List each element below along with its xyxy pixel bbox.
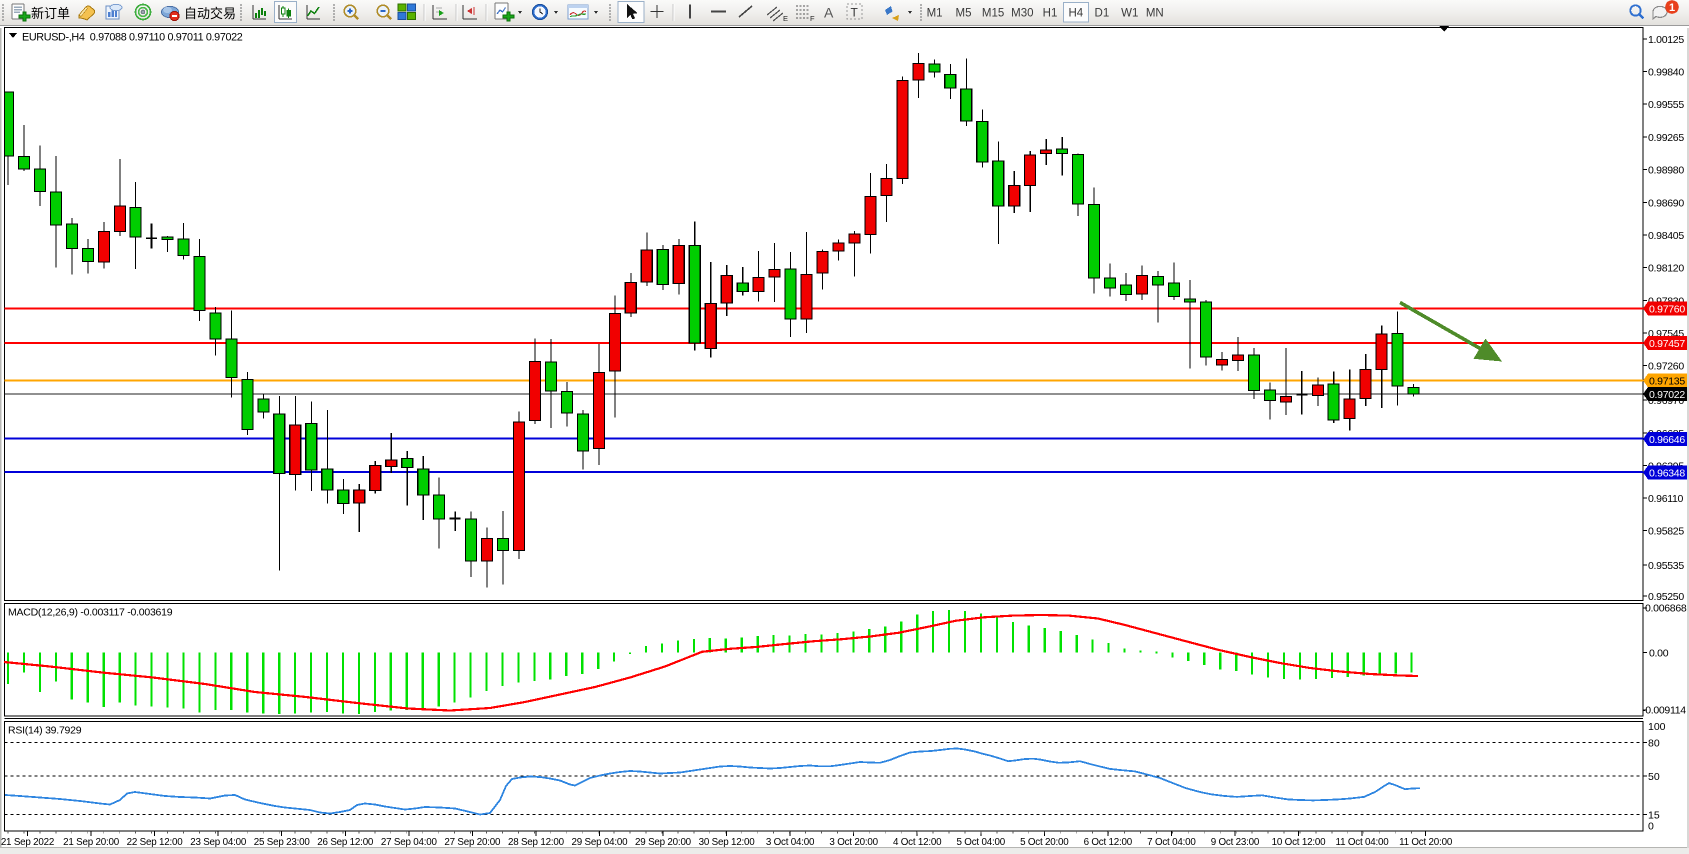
svg-text:E: E xyxy=(783,14,788,23)
svg-text:M30: M30 xyxy=(1011,8,1033,20)
svg-text:0.97022: 0.97022 xyxy=(1649,389,1685,401)
svg-text:MN: MN xyxy=(1146,8,1164,20)
svg-text:0.98120: 0.98120 xyxy=(1648,262,1684,274)
svg-text:21 Sep 20:00: 21 Sep 20:00 xyxy=(63,837,120,848)
svg-text:0.95535: 0.95535 xyxy=(1648,560,1684,572)
svg-text:0.98405: 0.98405 xyxy=(1648,230,1684,242)
svg-text:30 Sep 12:00: 30 Sep 12:00 xyxy=(699,837,756,848)
svg-text:5 Oct 04:00: 5 Oct 04:00 xyxy=(957,837,1006,848)
svg-text:0.98690: 0.98690 xyxy=(1648,197,1684,209)
svg-text:23 Sep 04:00: 23 Sep 04:00 xyxy=(190,837,247,848)
svg-text:4 Oct 12:00: 4 Oct 12:00 xyxy=(893,837,942,848)
svg-text:0.96348: 0.96348 xyxy=(1649,467,1685,479)
svg-text:M1: M1 xyxy=(927,8,943,20)
svg-text:5 Oct 20:00: 5 Oct 20:00 xyxy=(1020,837,1069,848)
svg-text:27 Sep 20:00: 27 Sep 20:00 xyxy=(444,837,501,848)
svg-text:10 Oct 12:00: 10 Oct 12:00 xyxy=(1272,837,1326,848)
svg-text:11 Oct 20:00: 11 Oct 20:00 xyxy=(1399,837,1453,848)
svg-text:21 Sep 2022: 21 Sep 2022 xyxy=(1,837,54,848)
svg-text:D1: D1 xyxy=(1095,8,1110,20)
svg-text:T: T xyxy=(851,6,859,20)
svg-text:0.98980: 0.98980 xyxy=(1648,164,1684,176)
svg-text:-0.009114: -0.009114 xyxy=(1642,705,1686,717)
svg-text:15: 15 xyxy=(1648,809,1660,821)
svg-text:3 Oct 04:00: 3 Oct 04:00 xyxy=(766,837,815,848)
svg-text:0.97135: 0.97135 xyxy=(1649,375,1685,387)
svg-text:0.95250: 0.95250 xyxy=(1648,591,1684,603)
svg-text:0: 0 xyxy=(1648,820,1654,832)
svg-text:27 Sep 04:00: 27 Sep 04:00 xyxy=(381,837,438,848)
svg-text:EURUSD-,H4 0.97088 0.97110 0.: EURUSD-,H4 0.97088 0.97110 0.97011 0.970… xyxy=(22,32,243,44)
svg-text:0.97260: 0.97260 xyxy=(1648,360,1684,372)
svg-text:0.99840: 0.99840 xyxy=(1648,66,1684,78)
svg-text:1.00125: 1.00125 xyxy=(1648,34,1684,46)
svg-text:0.99265: 0.99265 xyxy=(1648,132,1684,144)
svg-text:H1: H1 xyxy=(1043,8,1058,20)
svg-text:A: A xyxy=(824,5,834,21)
svg-text:26 Sep 12:00: 26 Sep 12:00 xyxy=(317,837,374,848)
svg-text:80: 80 xyxy=(1648,737,1660,749)
svg-text:28 Sep 12:00: 28 Sep 12:00 xyxy=(508,837,565,848)
svg-text:RSI(14) 39.7929: RSI(14) 39.7929 xyxy=(8,725,82,737)
svg-text:29 Sep 20:00: 29 Sep 20:00 xyxy=(635,837,692,848)
svg-text:11 Oct 04:00: 11 Oct 04:00 xyxy=(1336,837,1390,848)
svg-text:MACD(12,26,9) -0.003117 -0.003: MACD(12,26,9) -0.003117 -0.003619 xyxy=(8,607,173,619)
svg-text:100: 100 xyxy=(1648,721,1666,733)
svg-text:H4: H4 xyxy=(1068,8,1083,20)
svg-text:0.97457: 0.97457 xyxy=(1649,338,1685,350)
svg-text:M15: M15 xyxy=(982,8,1004,20)
svg-text:25 Sep 23:00: 25 Sep 23:00 xyxy=(254,837,311,848)
svg-text:自动交易: 自动交易 xyxy=(184,6,236,21)
svg-text:29 Sep 04:00: 29 Sep 04:00 xyxy=(572,837,629,848)
svg-text:50: 50 xyxy=(1648,771,1660,783)
svg-text:0.96110: 0.96110 xyxy=(1648,493,1684,505)
svg-text:9 Oct 23:00: 9 Oct 23:00 xyxy=(1211,837,1260,848)
svg-text:0.96646: 0.96646 xyxy=(1649,434,1685,446)
svg-text:0.00: 0.00 xyxy=(1649,647,1669,659)
svg-text:1: 1 xyxy=(1669,2,1675,14)
svg-text:6 Oct 12:00: 6 Oct 12:00 xyxy=(1084,837,1133,848)
svg-text:新订单: 新订单 xyxy=(31,6,70,21)
svg-text:F: F xyxy=(810,14,815,23)
svg-text:0.95825: 0.95825 xyxy=(1648,525,1684,537)
svg-text:0.006868: 0.006868 xyxy=(1645,603,1687,615)
svg-text:22 Sep 12:00: 22 Sep 12:00 xyxy=(127,837,184,848)
svg-text:7 Oct 04:00: 7 Oct 04:00 xyxy=(1147,837,1196,848)
svg-text:0.99555: 0.99555 xyxy=(1648,99,1684,111)
svg-text:M5: M5 xyxy=(956,8,972,20)
svg-text:0.97760: 0.97760 xyxy=(1649,303,1685,315)
svg-text:W1: W1 xyxy=(1121,8,1138,20)
svg-text:3 Oct 20:00: 3 Oct 20:00 xyxy=(829,837,878,848)
